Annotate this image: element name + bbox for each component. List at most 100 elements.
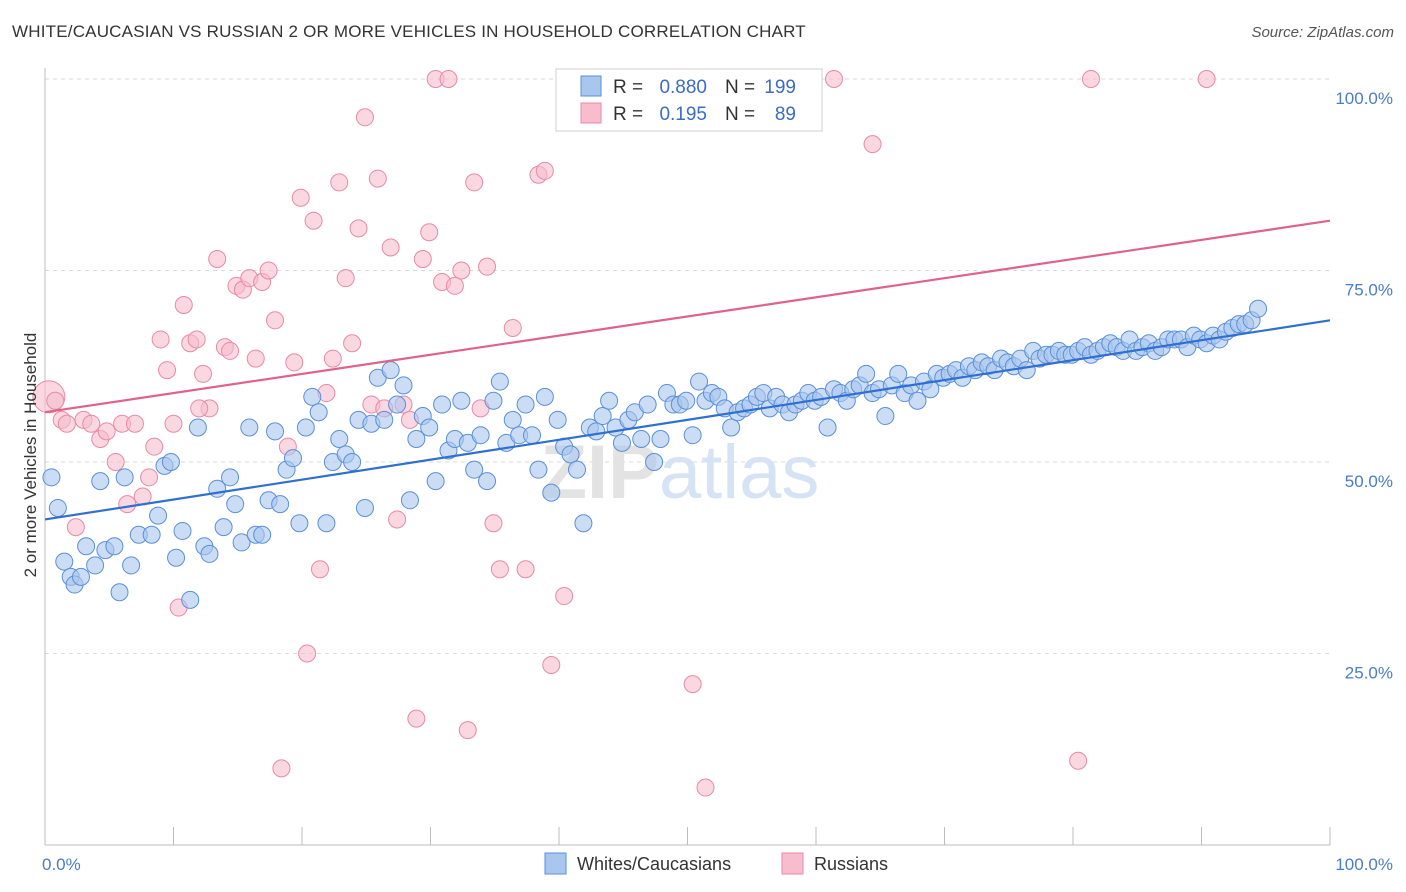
legend-swatch-russians — [580, 102, 602, 124]
white-point — [818, 418, 837, 437]
white-point — [407, 430, 426, 449]
russian-point — [824, 70, 843, 88]
russian-point — [46, 391, 65, 410]
russian-point — [1069, 751, 1088, 770]
white-point — [484, 391, 503, 410]
white-point — [400, 491, 419, 510]
russian-point — [388, 510, 407, 529]
y-tick-label-3: 100.0% — [1335, 89, 1393, 108]
white-point — [600, 391, 619, 410]
white-point — [173, 521, 192, 540]
white-point — [181, 590, 200, 609]
white-point — [71, 567, 90, 586]
correlation-legend: R = 0.880 N = 199 R = 0.195 N = 89 — [555, 68, 823, 132]
white-point — [632, 430, 651, 449]
russian-point — [696, 778, 715, 797]
white-point — [593, 407, 612, 426]
russian-point — [330, 173, 349, 192]
white-point — [142, 525, 161, 544]
white-point — [567, 460, 586, 479]
russian-point — [174, 295, 193, 314]
russian-point — [140, 468, 159, 487]
white-point — [149, 506, 168, 525]
legend-r-value-whites: 0.880 — [659, 77, 707, 98]
white-point — [908, 391, 927, 410]
legend-r-value-russians: 0.195 — [659, 104, 707, 125]
white-point — [574, 514, 593, 533]
white-point — [1249, 299, 1268, 318]
russian-point — [323, 349, 342, 368]
tick-labels: 25.0% 50.0% 75.0% 100.0% 0.0% 100.0% — [42, 89, 1393, 874]
russian-point — [484, 514, 503, 533]
whites-points — [42, 299, 1268, 609]
white-point — [889, 364, 908, 383]
white-point — [677, 391, 696, 410]
white-point — [645, 453, 664, 471]
russian-point — [125, 414, 144, 433]
russian-point — [310, 560, 329, 579]
white-point — [587, 422, 606, 441]
white-point — [296, 418, 315, 437]
white-point — [921, 380, 940, 399]
white-trend-line — [44, 319, 1331, 521]
white-point — [48, 498, 67, 517]
russian-point — [97, 422, 116, 441]
bottom-legend-swatch-whites — [544, 852, 567, 875]
russian-point — [208, 250, 227, 269]
russian-point — [343, 334, 362, 353]
gridlines — [45, 78, 1330, 654]
y-tick-label-2: 75.0% — [1345, 281, 1393, 300]
russian-point — [490, 560, 509, 579]
russian-point — [272, 759, 291, 778]
bottom-legend-label-whites: Whites/Caucasians — [577, 854, 731, 874]
white-point — [452, 391, 471, 410]
white-point — [161, 453, 180, 471]
white-point — [638, 395, 657, 414]
white-point — [535, 387, 554, 406]
y-tick-label-1: 50.0% — [1345, 472, 1393, 491]
russian-point — [478, 257, 497, 276]
white-point — [516, 395, 535, 414]
russian-point — [246, 349, 265, 368]
russian-point — [151, 330, 170, 349]
white-point — [651, 430, 670, 449]
russian-point — [190, 399, 209, 418]
russian-point — [381, 238, 400, 257]
russian-trend-line — [44, 219, 1331, 414]
russian-point — [106, 453, 125, 471]
white-point — [309, 403, 328, 422]
white-point — [381, 361, 400, 380]
white-point — [42, 468, 61, 487]
white-point — [91, 472, 110, 491]
russian-point — [187, 330, 206, 349]
white-point — [542, 483, 561, 502]
russian-point — [66, 518, 85, 537]
white-point — [426, 472, 445, 491]
russian-point — [1197, 70, 1216, 88]
y-tick-label-0: 25.0% — [1345, 664, 1393, 683]
bottom-legend-label-russians: Russians — [814, 854, 888, 874]
white-point — [167, 548, 186, 567]
russian-point — [164, 414, 183, 433]
russian-point — [145, 437, 164, 456]
white-point — [110, 583, 129, 602]
x-tick-label-1: 100.0% — [1335, 855, 1393, 874]
white-point — [420, 418, 439, 437]
white-point — [722, 418, 741, 437]
russian-point — [407, 709, 426, 728]
russian-point — [555, 587, 574, 606]
white-point — [330, 430, 349, 449]
legend-r-label-2: R = — [613, 104, 643, 125]
legend-n-label-2: N = — [725, 104, 755, 125]
white-point — [77, 537, 96, 556]
axes — [44, 68, 1331, 846]
russian-point — [259, 261, 278, 280]
white-point — [253, 525, 272, 544]
y-axis-title: 2 or more Vehicles in Household — [21, 333, 40, 578]
white-point — [115, 468, 134, 487]
russian-point — [542, 655, 561, 674]
russian-point — [82, 414, 101, 433]
white-point — [478, 472, 497, 491]
bottom-legend-swatch-russians — [781, 852, 804, 875]
x-tick-label-0: 0.0% — [42, 855, 81, 874]
